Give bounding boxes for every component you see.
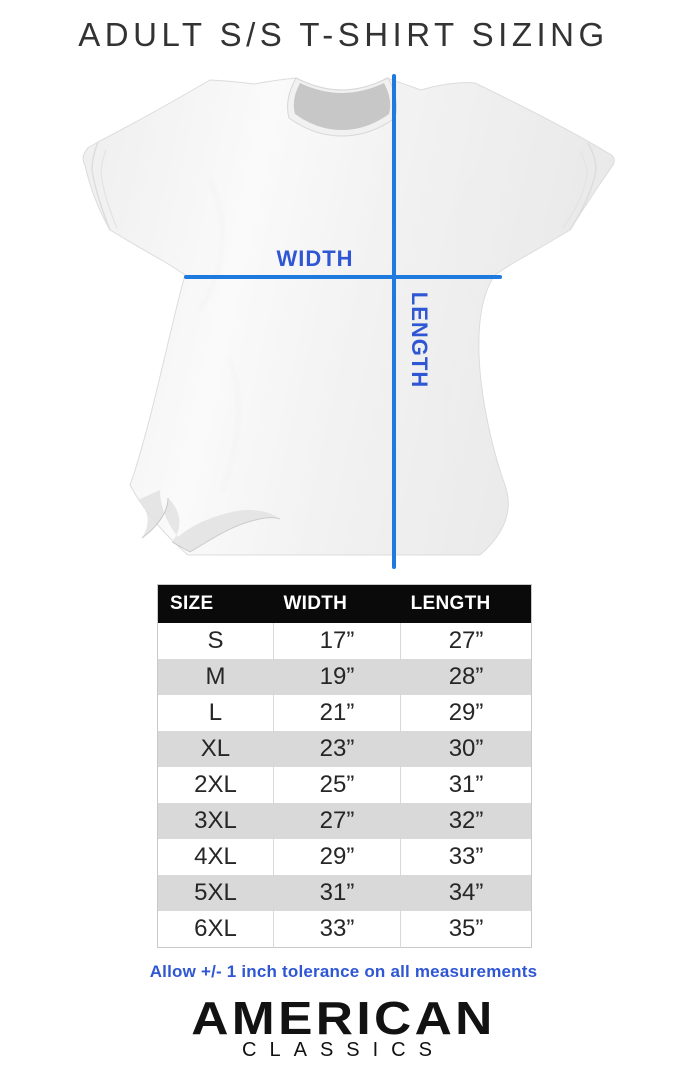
svg-text:WIDTH: WIDTH <box>276 246 353 271</box>
svg-text:LENGTH: LENGTH <box>407 292 432 388</box>
